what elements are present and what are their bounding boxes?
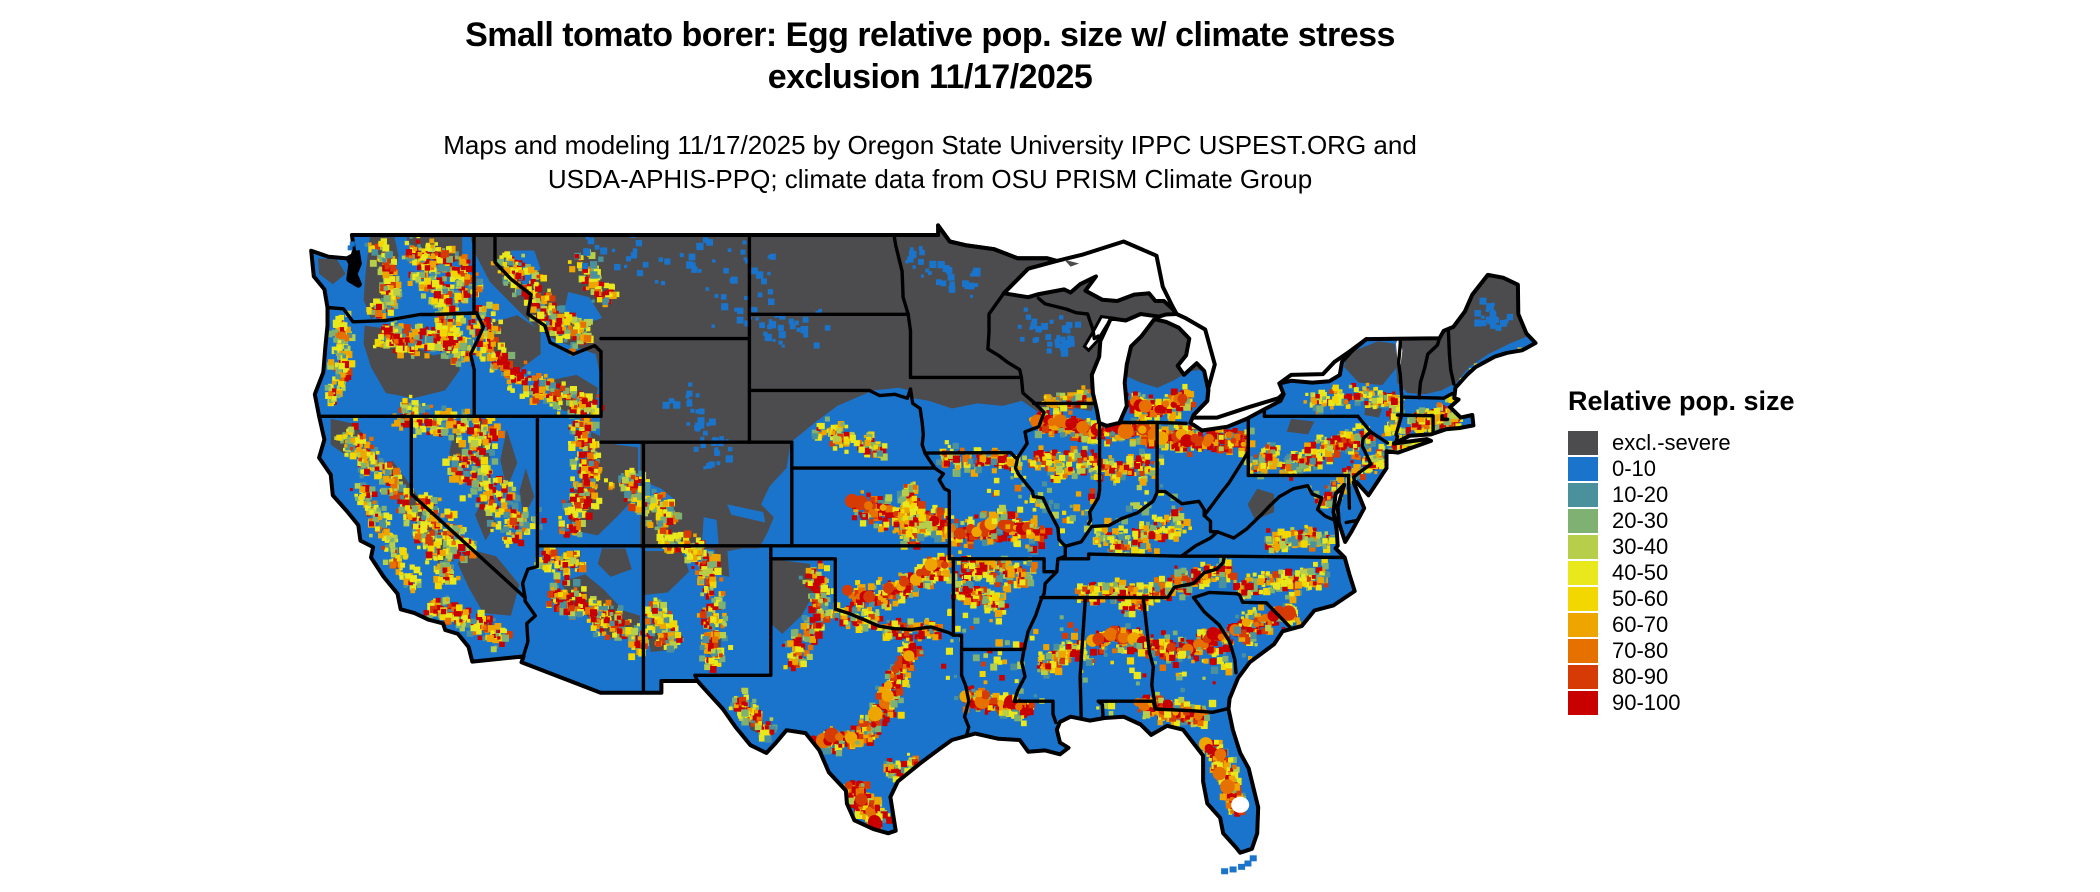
subtitle-line-2: USDA-APHIS-PPQ; climate data from OSU PR… xyxy=(547,164,1313,194)
legend-swatch xyxy=(1568,691,1598,715)
legend-title: Relative pop. size xyxy=(1568,386,1795,416)
legend-item: 90-100 xyxy=(1568,691,1868,715)
legend-item: 70-80 xyxy=(1568,639,1868,663)
legend-label: 90-100 xyxy=(1612,690,1681,715)
legend-label: 10-20 xyxy=(1612,482,1669,507)
legend-swatch xyxy=(1568,431,1598,455)
legend-swatch xyxy=(1568,535,1598,559)
legend-swatch xyxy=(1568,483,1598,507)
legend-swatch xyxy=(1568,665,1598,689)
page-subtitle: Maps and modeling 11/17/2025 by Oregon S… xyxy=(300,128,1560,196)
title-line-2: exclusion 11/17/2025 xyxy=(767,58,1093,96)
legend-label: 20-30 xyxy=(1612,508,1669,533)
legend-swatch xyxy=(1568,509,1598,533)
legend-label: excl.-severe xyxy=(1612,430,1731,455)
legend-label: 60-70 xyxy=(1612,612,1669,637)
legend-item: 0-10 xyxy=(1568,457,1868,481)
legend-rows: excl.-severe 0-10 10-20 20-30 30-40 40-50 50-6… xyxy=(1568,431,1868,715)
title-line-1: Small tomato borer: Egg relative pop. si… xyxy=(465,16,1395,54)
legend-swatch xyxy=(1568,587,1598,611)
page-title: Small tomato borer: Egg relative pop. si… xyxy=(300,14,1560,98)
legend-swatch xyxy=(1568,613,1598,637)
legend-item: 50-60 xyxy=(1568,587,1868,611)
legend: Relative pop. size excl.-severe 0-10 10-20… xyxy=(1568,386,1868,717)
legend-item: 80-90 xyxy=(1568,665,1868,689)
legend-swatch xyxy=(1568,457,1598,481)
legend-label: 80-90 xyxy=(1612,664,1669,689)
legend-item: 40-50 xyxy=(1568,561,1868,585)
legend-item: 60-70 xyxy=(1568,613,1868,637)
legend-swatch xyxy=(1568,639,1598,663)
legend-label: 50-60 xyxy=(1612,586,1669,611)
legend-label: 30-40 xyxy=(1612,534,1669,559)
legend-item: 30-40 xyxy=(1568,535,1868,559)
subtitle-line-1: Maps and modeling 11/17/2025 by Oregon S… xyxy=(443,130,1417,160)
legend-label: 40-50 xyxy=(1612,560,1669,585)
legend-item: excl.-severe xyxy=(1568,431,1868,455)
legend-item: 20-30 xyxy=(1568,509,1868,533)
legend-swatch xyxy=(1568,561,1598,585)
legend-item: 10-20 xyxy=(1568,483,1868,507)
legend-label: 70-80 xyxy=(1612,638,1669,663)
legend-label: 0-10 xyxy=(1612,456,1657,481)
